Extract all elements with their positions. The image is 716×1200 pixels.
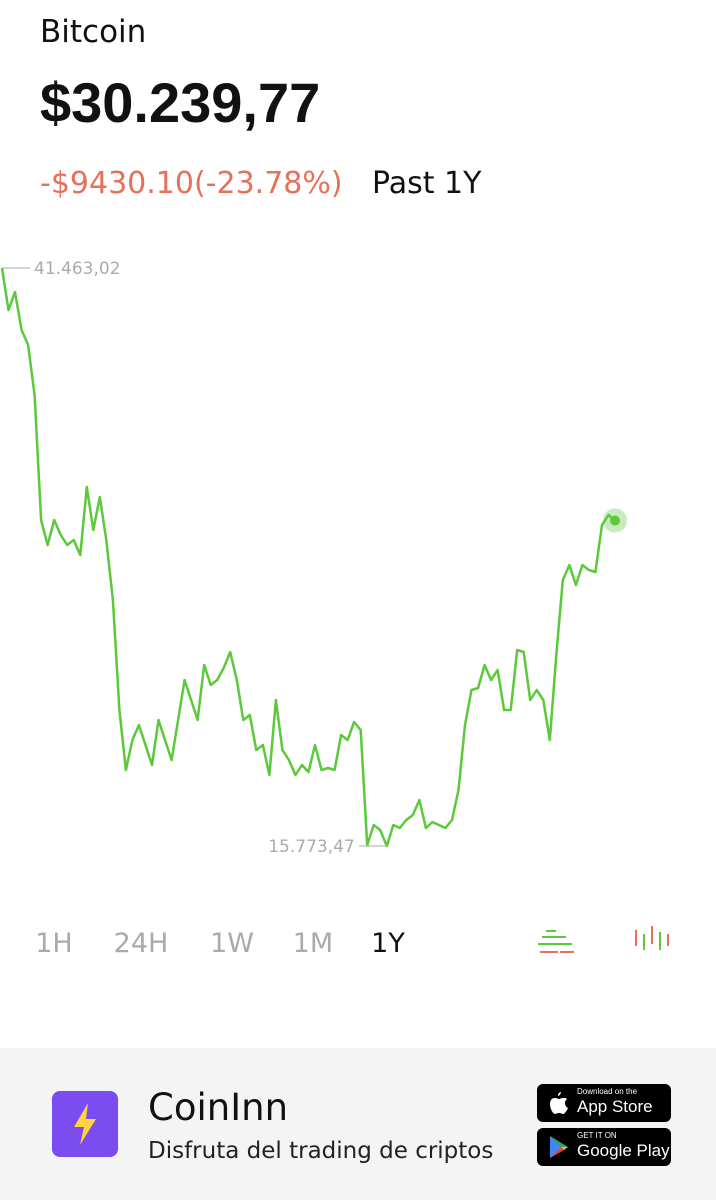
badge-small-text: GET IT ON xyxy=(577,1131,617,1140)
candle-icon[interactable] xyxy=(635,926,669,950)
max-label: 41.463,02 xyxy=(34,259,121,279)
badge-small-text: Download on the xyxy=(577,1087,638,1096)
app-store-badge[interactable]: Download on the App Store xyxy=(537,1084,671,1122)
apple-logo xyxy=(550,1092,568,1114)
range-button[interactable]: 1H xyxy=(35,928,72,959)
range-button[interactable]: 1M xyxy=(293,928,333,959)
app-name: CoinInn xyxy=(148,1086,289,1129)
min-label: 15.773,47 xyxy=(268,837,355,857)
price: $30.239,77 xyxy=(40,71,321,134)
last-point xyxy=(610,515,620,526)
price-change: -$9430.10(-23.78%) xyxy=(40,166,343,201)
coin-name: Bitcoin xyxy=(40,14,147,50)
range-button[interactable]: 24H xyxy=(114,928,169,959)
range-button[interactable]: 1W xyxy=(210,928,254,959)
app-icon xyxy=(52,1091,118,1157)
app-banner[interactable]: CoinInn Disfruta del trading de criptos … xyxy=(0,1048,716,1200)
badge-big-text: App Store xyxy=(577,1097,653,1116)
range-button[interactable]: 1Y xyxy=(371,928,405,959)
chart-type-icon[interactable] xyxy=(538,930,574,953)
play-logo xyxy=(550,1136,568,1158)
app-tagline: Disfruta del trading de criptos xyxy=(148,1138,494,1164)
chart: 41.463,02 15.773,47 1H 24H 1W 1M 1Y xyxy=(0,259,669,959)
badge-big-text: Google Play xyxy=(577,1141,670,1160)
period-label: Past 1Y xyxy=(372,166,482,201)
price-line xyxy=(0,267,616,848)
google-play-badge[interactable]: GET IT ON Google Play xyxy=(537,1128,671,1166)
